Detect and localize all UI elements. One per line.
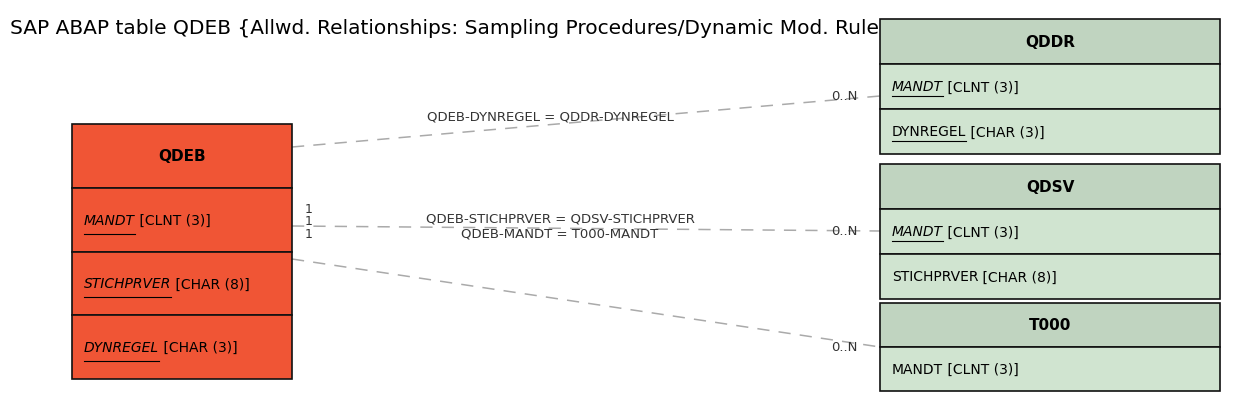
Bar — [880, 110, 1220, 155]
Text: [CHAR (8)]: [CHAR (8)] — [979, 270, 1058, 284]
Bar — [880, 254, 1220, 299]
Bar — [71, 125, 292, 188]
Bar — [71, 188, 292, 252]
Text: STICHPRVER: STICHPRVER — [84, 277, 172, 291]
Text: [CHAR (3)]: [CHAR (3)] — [159, 340, 238, 354]
Text: QDEB-STICHPRVER = QDSV-STICHPRVER
QDEB-MANDT = T000-MANDT: QDEB-STICHPRVER = QDSV-STICHPRVER QDEB-M… — [426, 213, 694, 240]
Bar — [71, 315, 292, 379]
Text: QDEB-DYNREGEL = QDDR-DYNREGEL: QDEB-DYNREGEL = QDDR-DYNREGEL — [426, 110, 673, 123]
Bar — [880, 303, 1220, 347]
Text: 0..N: 0..N — [832, 90, 858, 103]
Text: DYNREGEL: DYNREGEL — [892, 125, 966, 139]
Text: STICHPRVER: STICHPRVER — [892, 270, 979, 284]
Bar — [880, 347, 1220, 391]
Bar — [880, 164, 1220, 209]
Bar — [880, 209, 1220, 254]
Text: QDDR: QDDR — [1025, 35, 1075, 50]
Text: QDEB: QDEB — [158, 149, 205, 164]
Text: MANDT: MANDT — [84, 213, 135, 227]
Text: MANDT: MANDT — [892, 362, 944, 376]
Text: [CHAR (3)]: [CHAR (3)] — [966, 125, 1045, 139]
Text: [CHAR (8)]: [CHAR (8)] — [172, 277, 251, 291]
Text: T000: T000 — [1029, 318, 1071, 333]
Text: 1
1
1: 1 1 1 — [304, 202, 313, 240]
Bar — [880, 65, 1220, 110]
Text: [CLNT (3)]: [CLNT (3)] — [135, 213, 211, 227]
Text: [CLNT (3)]: [CLNT (3)] — [944, 362, 1019, 376]
Text: DYNREGEL: DYNREGEL — [84, 340, 159, 354]
Text: 0..N: 0..N — [832, 341, 858, 354]
Text: MANDT: MANDT — [892, 225, 944, 239]
Text: [CLNT (3)]: [CLNT (3)] — [944, 80, 1019, 94]
Bar — [880, 20, 1220, 65]
Text: QDSV: QDSV — [1026, 180, 1074, 195]
Text: 0..N: 0..N — [832, 225, 858, 238]
Bar — [71, 252, 292, 315]
Text: SAP ABAP table QDEB {Allwd. Relationships: Sampling Procedures/Dynamic Mod. Rule: SAP ABAP table QDEB {Allwd. Relationship… — [10, 18, 902, 37]
Text: MANDT: MANDT — [892, 80, 944, 94]
Text: [CLNT (3)]: [CLNT (3)] — [944, 225, 1019, 239]
